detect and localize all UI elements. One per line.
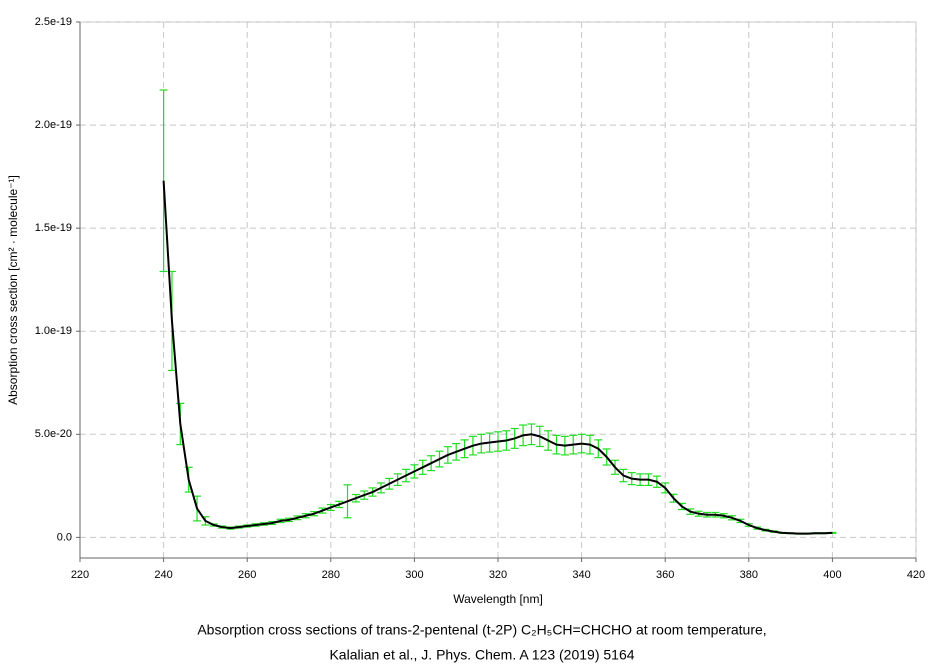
x-tick-label: 400	[823, 569, 841, 581]
caption: Kalalian et al., J. Phys. Chem. A 123 (2…	[329, 647, 634, 663]
x-tick-label: 360	[656, 569, 674, 581]
y-tick-label: 5.0e-20	[35, 428, 72, 440]
x-axis-label: Wavelength [nm]	[453, 592, 543, 606]
x-tick-label: 420	[907, 569, 925, 581]
data-line	[162, 180, 833, 535]
x-tick-label: 220	[71, 569, 89, 581]
plot-area	[79, 21, 917, 559]
y-tick-label: 2.5e-19	[35, 16, 72, 28]
y-tick-label: 1.5e-19	[35, 222, 72, 234]
x-tick-label: 280	[322, 569, 340, 581]
y-tick-label: 1.0e-19	[35, 325, 72, 337]
y-tick-label: 2.0e-19	[35, 119, 72, 131]
x-tick-label: 340	[572, 569, 590, 581]
caption: Absorption cross sections of trans-2-pen…	[197, 622, 766, 638]
x-tick-label: 240	[154, 569, 172, 581]
x-tick-label: 260	[238, 569, 256, 581]
x-tick-label: 320	[489, 569, 507, 581]
x-tick-label: 300	[405, 569, 423, 581]
y-axis-label: Absorption cross section [cm² · molecule…	[6, 175, 20, 405]
x-tick-label: 380	[740, 569, 758, 581]
y-tick-label: 0.0	[57, 531, 72, 543]
